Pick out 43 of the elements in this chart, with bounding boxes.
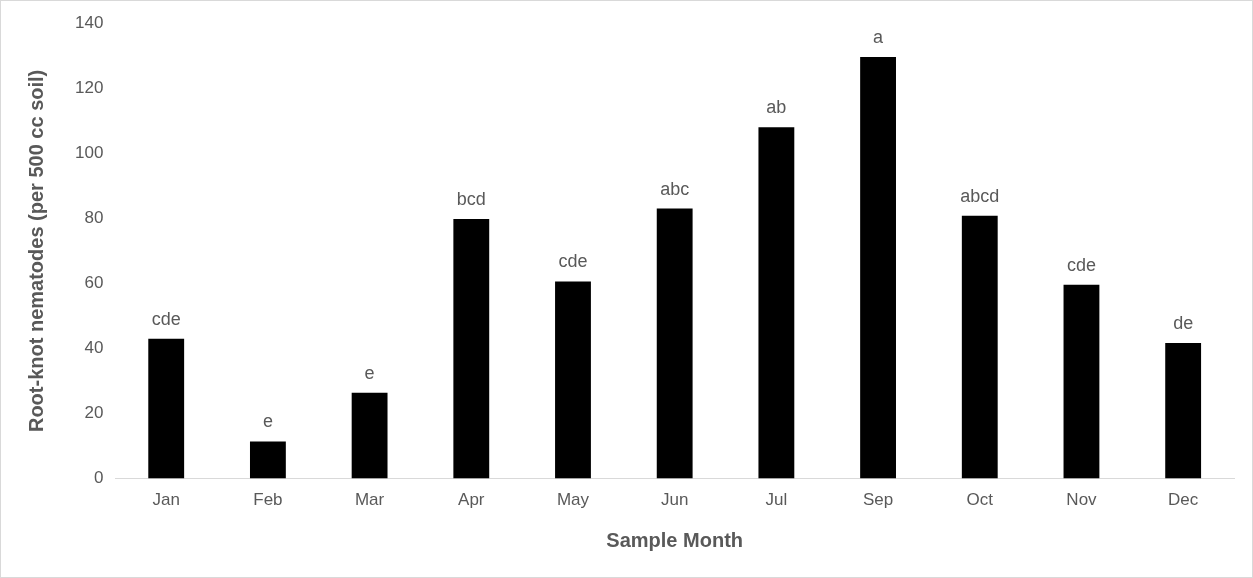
x-tick-label: Mar [354,490,385,510]
y-tick-label: 0 [93,468,104,488]
y-tick-label: 20 [84,403,104,423]
x-tick-label: Oct [966,490,994,510]
x-tick-label: May [556,490,590,510]
annotation: a [873,27,885,47]
annotation: bcd [456,188,486,209]
bar [351,392,388,479]
x-tick-label: Jan [152,490,180,510]
bar [1165,342,1202,479]
x-tick-label: Dec [1168,490,1199,510]
y-tick-label: 120 [74,77,104,97]
y-axis-title: Root-knot nematodes (per 500 cc soil) [24,69,47,433]
bar [758,127,795,479]
bar [249,441,286,479]
annotation: cde [558,251,588,272]
x-tick-label: Feb [253,490,283,510]
annotation: cde [1066,254,1096,275]
x-axis-title: Sample Month [606,528,744,551]
y-tick-label: 60 [84,273,104,293]
bar [148,338,185,479]
bar [453,219,490,479]
annotation: ab [766,97,787,118]
bar [860,57,896,479]
x-tick-label: Jun [660,490,689,510]
annotation: cde [151,308,181,329]
annotation: e [262,411,273,432]
annotation: de [1173,312,1194,333]
y-tick-label: 80 [84,208,104,228]
y-tick-label: 100 [74,143,104,162]
bar [961,215,998,479]
bar [1063,284,1100,479]
annotation: abcd [960,185,1000,206]
y-tick-label: 140 [74,12,104,32]
x-tick-label: Nov [1066,490,1098,510]
annotation: e [364,362,375,383]
bar [656,208,693,479]
x-tick-label: Sep [862,490,894,510]
x-tick-label: Apr [458,490,485,510]
bar [555,281,591,479]
y-tick-label: 40 [84,338,104,358]
annotation: abc [660,178,690,199]
x-tick-label: Jul [765,490,788,510]
